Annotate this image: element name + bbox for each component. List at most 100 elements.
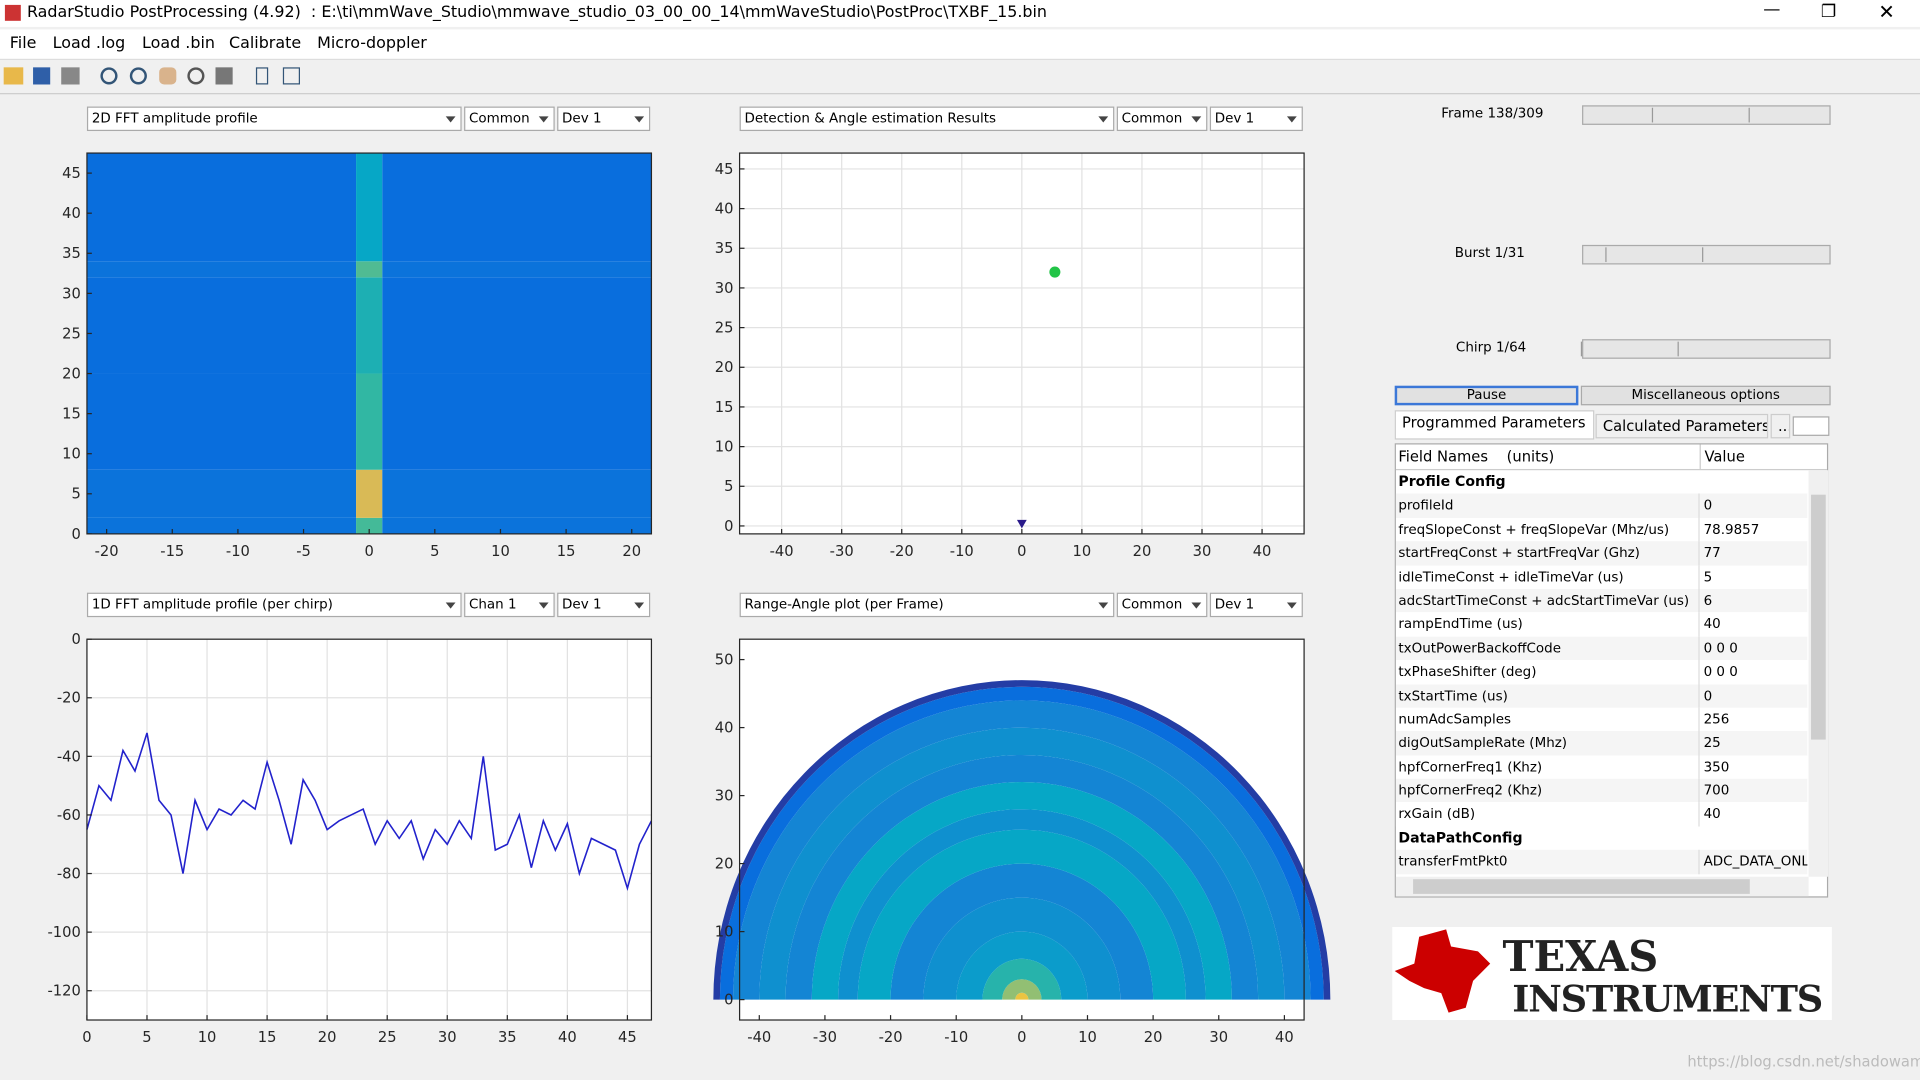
x-tick-label: 25 xyxy=(378,1029,397,1046)
field-name: transferFmtPkt0 xyxy=(1396,850,1700,874)
h-scroll-thumb[interactable] xyxy=(1413,879,1750,894)
menu-item[interactable]: File xyxy=(9,34,37,53)
dropdown[interactable]: Dev 1 xyxy=(557,592,651,618)
field-name: rampEndTime (us) xyxy=(1396,612,1700,637)
x-tick-label: 40 xyxy=(1253,543,1272,560)
table-row: DataPathConfig xyxy=(1396,826,1807,850)
button[interactable]: Miscellaneous options xyxy=(1580,385,1831,406)
x-tick-label: 0 xyxy=(1017,543,1026,560)
slider[interactable] xyxy=(1582,105,1831,125)
tab-scroll[interactable] xyxy=(1792,416,1830,436)
slider-thumb[interactable] xyxy=(1651,107,1750,123)
heat-cell xyxy=(356,261,383,278)
v-scroll-thumb[interactable] xyxy=(1811,494,1826,740)
close[interactable]: ✕ xyxy=(1878,0,1895,24)
marker xyxy=(1049,266,1061,278)
range-ring xyxy=(838,809,1206,1000)
open-icon[interactable] xyxy=(3,67,24,85)
tab[interactable]: Programmed Parameters xyxy=(1394,410,1595,440)
dropdown[interactable]: Chan 1 xyxy=(464,592,555,618)
dropdown[interactable]: 2D FFT amplitude profile xyxy=(86,106,462,132)
heat-cell xyxy=(382,517,652,534)
plots: -20 -15 -10 -5 0 5 10 15 20 0 5 10 15 20 25 30 35 40 45 -40… xyxy=(47,152,1331,1046)
y-tick-label: 0 xyxy=(71,526,80,543)
y-tick-label: -100 xyxy=(47,924,80,941)
x-tick-label: 5 xyxy=(142,1029,151,1046)
y-tick-label: 15 xyxy=(62,406,81,423)
range-ring xyxy=(1015,992,1029,1000)
app-icon xyxy=(4,4,21,21)
dropdown[interactable]: Dev 1 xyxy=(557,106,651,132)
minimize[interactable]: — xyxy=(1763,0,1781,20)
zoom-in-icon[interactable] xyxy=(100,67,118,85)
restore[interactable]: ❐ xyxy=(1820,2,1837,23)
table-row: freqSlopeConst + freqSlopeVar (Mhz/us) 78… xyxy=(1395,517,1808,542)
tab[interactable]: ... xyxy=(1770,413,1791,439)
dropdown[interactable]: Range-Angle plot (per Frame) xyxy=(739,592,1115,618)
menu-item[interactable]: Micro-doppler xyxy=(317,34,427,53)
table-row: hpfCornerFreq2 (Khz) 700 xyxy=(1395,778,1808,803)
x-tick-label: 30 xyxy=(1209,1029,1228,1046)
tab[interactable]: Calculated Parameters xyxy=(1595,413,1769,439)
button[interactable]: Pause xyxy=(1394,385,1579,406)
heat-cell xyxy=(382,261,652,278)
slider-thumb[interactable] xyxy=(1580,341,1679,357)
colorbar-icon[interactable] xyxy=(255,67,269,85)
heat-cell xyxy=(356,517,383,534)
h-scrollbar[interactable] xyxy=(1395,876,1809,897)
marker xyxy=(1016,519,1027,529)
field-name: freqSlopeConst + freqSlopeVar (Mhz/us) xyxy=(1396,517,1700,542)
field-value: 77 xyxy=(1703,545,1721,562)
heat-cell xyxy=(86,261,357,278)
field-value: 78.9857 xyxy=(1703,521,1760,538)
toolbar xyxy=(0,61,1920,95)
x-tick-label: 30 xyxy=(1193,543,1212,560)
zoom-out-icon[interactable] xyxy=(129,67,147,85)
x-tick-label: -20 xyxy=(95,543,119,560)
slider-thumb[interactable] xyxy=(1605,247,1704,263)
y-tick-label: 30 xyxy=(715,787,734,804)
x-tick-label: 30 xyxy=(438,1029,457,1046)
save-icon[interactable] xyxy=(33,67,51,85)
x-tick-label: 20 xyxy=(1144,1029,1163,1046)
slider[interactable] xyxy=(1582,244,1831,265)
x-tick-label: -40 xyxy=(747,1029,771,1046)
ti-logo-mark xyxy=(1394,929,1491,1013)
y-tick-label: 10 xyxy=(715,439,734,456)
window-title: RadarStudio PostProcessing (4.92) : E:\t… xyxy=(26,3,1048,23)
x-tick-label: 40 xyxy=(558,1029,577,1046)
print-icon[interactable] xyxy=(61,67,80,85)
dropdown[interactable]: Detection & Angle estimation Results xyxy=(739,106,1115,132)
v-scrollbar[interactable] xyxy=(1808,470,1829,877)
range-ring xyxy=(759,727,1285,1000)
ti-logo: TEXAS INSTRUMENTS xyxy=(1392,926,1832,1021)
table-row: hpfCornerFreq1 (Khz) 350 xyxy=(1395,755,1808,779)
dropdown[interactable]: Common xyxy=(1116,106,1208,132)
menu-item[interactable]: Load .bin xyxy=(142,34,215,53)
heat-cell xyxy=(382,469,652,518)
menu-item[interactable]: Calibrate xyxy=(228,34,302,53)
table-body: Profile Config profileId 0 freqSlopeConst +… xyxy=(1395,470,1808,874)
plot-area xyxy=(86,639,652,1021)
field-value: 25 xyxy=(1703,735,1721,751)
pan-icon[interactable] xyxy=(159,67,177,85)
rotate-icon[interactable] xyxy=(187,67,205,85)
dropdown[interactable]: Dev 1 xyxy=(1209,106,1303,132)
heat-cell xyxy=(356,277,383,374)
dropdown[interactable]: Common xyxy=(464,106,555,132)
x-tick-label: 10 xyxy=(1078,1029,1097,1046)
dropdown[interactable]: 1D FFT amplitude profile (per chirp) xyxy=(86,592,462,618)
axes-box xyxy=(86,638,653,1021)
field-name: startFreqConst + startFreqVar (Ghz) xyxy=(1396,541,1700,566)
table-row: profileId 0 xyxy=(1395,493,1808,518)
x-tick-label: 20 xyxy=(318,1029,337,1046)
dropdown[interactable]: Dev 1 xyxy=(1209,592,1303,618)
slider[interactable] xyxy=(1580,339,1831,359)
legend-icon[interactable] xyxy=(282,67,301,85)
range-ring xyxy=(811,781,1232,1000)
menu-item[interactable]: Load .log xyxy=(52,34,126,53)
datacursor-icon[interactable] xyxy=(215,67,233,85)
dropdown[interactable]: Common xyxy=(1116,592,1208,618)
table-row: transferFmtPkt0 ADC_DATA_ONL xyxy=(1395,850,1808,874)
y-tick-label: 25 xyxy=(62,325,81,342)
